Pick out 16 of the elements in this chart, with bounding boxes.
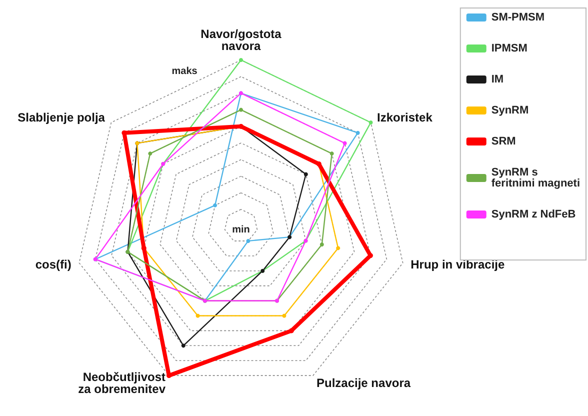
spoke-label: Izkoristek bbox=[377, 110, 433, 125]
spoke-label: Pulzacije navora bbox=[316, 376, 411, 390]
spoke-label: Navor/gostota navora bbox=[200, 27, 282, 53]
text: min bbox=[232, 224, 250, 236]
legend-label: SM-PMSM bbox=[491, 12, 545, 24]
legend-label: SynRM z NdFeB bbox=[491, 208, 576, 220]
legend-label: SynRM bbox=[491, 104, 529, 116]
legend-label: IM bbox=[491, 74, 504, 86]
legend-label: SRM bbox=[491, 136, 516, 148]
legend-label: IPMSM bbox=[491, 42, 528, 54]
spoke-label: Slabljenje polja bbox=[18, 110, 106, 125]
spoke-label: Hrup in vibracije bbox=[410, 258, 505, 272]
spoke-label: Neobčutljivost za obremenitev bbox=[78, 370, 166, 396]
legend-label: SynRM s feritnimi magneti bbox=[491, 166, 580, 190]
text: maks bbox=[172, 66, 198, 78]
spoke-label: cos(fi) bbox=[35, 258, 72, 272]
